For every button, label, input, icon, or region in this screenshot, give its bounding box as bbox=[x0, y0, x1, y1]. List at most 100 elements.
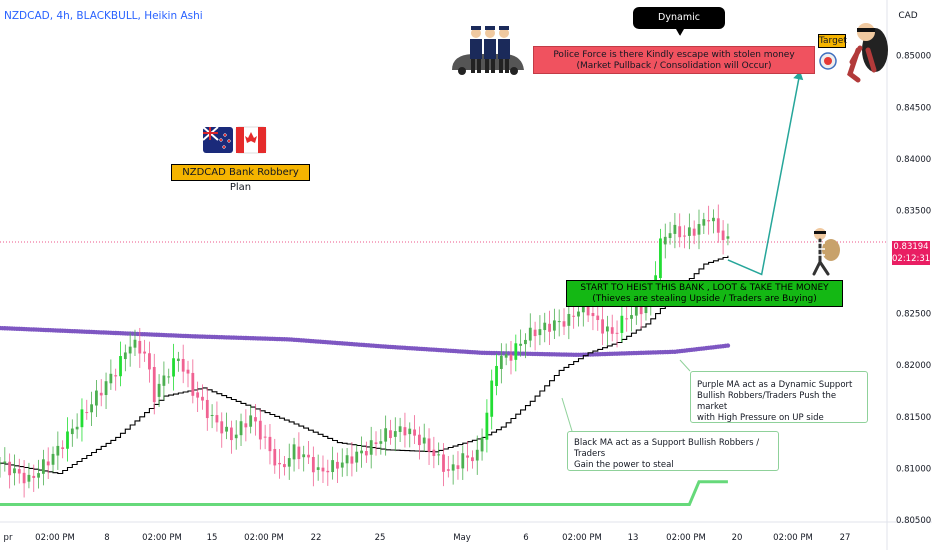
target-icon bbox=[819, 52, 837, 70]
candle-body bbox=[3, 461, 7, 464]
police-head-icon bbox=[471, 28, 481, 38]
candle-body bbox=[572, 315, 576, 317]
candle-body bbox=[119, 356, 122, 377]
candle-body bbox=[75, 426, 79, 430]
ca-band-icon bbox=[236, 127, 244, 153]
black-note-line-1: Black MA act as a Support Bullish Robber… bbox=[574, 438, 760, 459]
plan-label: NZDCAD Bank Robbery Plan bbox=[171, 164, 310, 193]
candle-body bbox=[70, 428, 74, 435]
candle-body bbox=[716, 218, 720, 233]
candle-body bbox=[51, 453, 55, 465]
x-tick-label: 13 bbox=[628, 533, 639, 543]
candle-body bbox=[557, 321, 561, 323]
candle-body bbox=[471, 457, 474, 462]
candle-body bbox=[85, 412, 89, 414]
police-line-1: Police Force is there Kindly escape with… bbox=[553, 50, 795, 60]
candle-body bbox=[0, 463, 2, 465]
candle-body bbox=[27, 474, 31, 482]
candle-body bbox=[186, 369, 190, 374]
x-tick-label: 02:00 PM bbox=[35, 533, 75, 543]
candle-body bbox=[379, 441, 383, 444]
candle-body bbox=[345, 455, 349, 464]
candle-body bbox=[712, 217, 715, 222]
candle-body bbox=[552, 320, 556, 331]
candle-body bbox=[234, 434, 238, 439]
candle-body bbox=[307, 454, 310, 458]
candle-body bbox=[374, 442, 378, 445]
candle-body bbox=[99, 392, 103, 396]
purple-ma-note: Purple MA act as a Dynamic Support Bulli… bbox=[690, 371, 868, 423]
heist-line-1: START TO HEIST THIS BANK , LOOT & TAKE T… bbox=[580, 283, 829, 293]
black-note-pointer bbox=[561, 397, 573, 432]
police-leg-icon bbox=[477, 59, 481, 73]
y-tick-label: 0.83500 bbox=[896, 206, 931, 216]
candle-body bbox=[490, 380, 494, 417]
candle-body bbox=[432, 449, 436, 457]
candle-body bbox=[350, 456, 354, 464]
y-tick-label: 0.85000 bbox=[896, 52, 931, 62]
x-tick-label: 02:00 PM bbox=[142, 533, 182, 543]
police-leg-icon bbox=[499, 59, 503, 73]
candle-body bbox=[201, 396, 204, 401]
candle-body bbox=[210, 414, 214, 416]
small-robber-mask-icon bbox=[814, 231, 826, 234]
candle-body bbox=[172, 358, 175, 377]
candle-body bbox=[287, 458, 291, 467]
candle-body bbox=[663, 236, 667, 245]
ca-band-icon bbox=[258, 127, 266, 153]
candle-body bbox=[162, 375, 166, 386]
heist-callout: START TO HEIST THIS BANK , LOOT & TAKE T… bbox=[566, 280, 843, 307]
candle-body bbox=[205, 399, 209, 419]
police-line-2: (Market Pullback / Consolidation will Oc… bbox=[576, 61, 772, 71]
candle-body bbox=[364, 451, 368, 456]
countdown-timer: 02:12:31 bbox=[892, 254, 931, 264]
candle-body bbox=[215, 415, 219, 423]
candle-body bbox=[321, 467, 325, 472]
support-level-line bbox=[0, 480, 728, 506]
candle-body bbox=[32, 475, 36, 478]
candles bbox=[0, 204, 730, 498]
candle-body bbox=[13, 468, 16, 474]
candle-body bbox=[152, 366, 156, 403]
purple-note-line-2: Bullish Robbers/Traders Push the market bbox=[697, 391, 837, 412]
candle-body bbox=[311, 456, 315, 473]
candle-body bbox=[442, 454, 445, 472]
candle-body bbox=[726, 236, 730, 239]
candle-body bbox=[673, 224, 677, 234]
candle-body bbox=[369, 440, 373, 455]
x-tick-label: 20 bbox=[732, 533, 743, 543]
candle-body bbox=[509, 354, 513, 361]
candle-body bbox=[133, 339, 137, 348]
candle-body bbox=[659, 238, 662, 279]
current-price-value: 0.83194 bbox=[893, 242, 929, 252]
y-tick-label: 0.82500 bbox=[896, 310, 931, 320]
x-tick-label: 25 bbox=[375, 533, 386, 543]
police-cap-icon bbox=[499, 26, 509, 30]
x-tick-label: 02:00 PM bbox=[666, 533, 706, 543]
x-tick-label: 8 bbox=[104, 533, 109, 543]
police-body-icon bbox=[498, 39, 510, 59]
candle-body bbox=[326, 470, 330, 473]
car-wheel-icon bbox=[510, 67, 518, 75]
candle-body bbox=[610, 327, 614, 334]
candle-body bbox=[128, 346, 132, 354]
candle-body bbox=[283, 464, 286, 468]
black-ma-note: Black MA act as a Support Bullish Robber… bbox=[567, 431, 779, 471]
candle-body bbox=[437, 454, 441, 456]
currency-selector[interactable]: CAD bbox=[898, 11, 918, 21]
police-body-icon bbox=[484, 39, 496, 59]
candle-body bbox=[148, 353, 151, 370]
purple-note-line-3: with High Pressure on UP side bbox=[697, 413, 824, 423]
candle-body bbox=[340, 462, 344, 468]
candle-body bbox=[302, 454, 306, 458]
candle-body bbox=[538, 329, 542, 336]
y-tick-label: 0.82000 bbox=[896, 361, 931, 371]
police-icon bbox=[452, 26, 524, 75]
candle-body bbox=[403, 427, 407, 436]
candle-body bbox=[8, 461, 12, 476]
candle-body bbox=[639, 306, 643, 315]
current-price-tag: 0.83194 02:12:31 bbox=[892, 241, 930, 265]
candle-body bbox=[620, 315, 624, 333]
candle-body bbox=[398, 426, 402, 432]
